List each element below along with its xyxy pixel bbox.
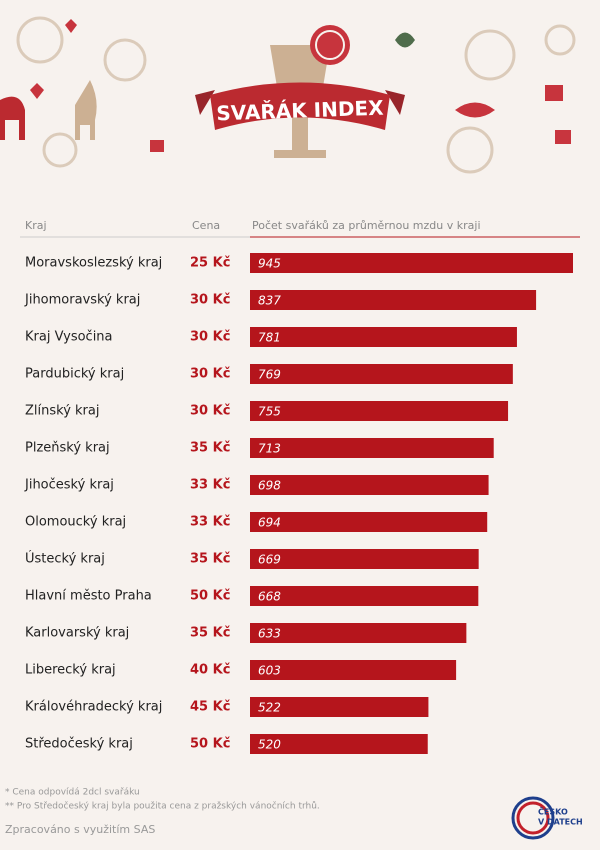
price-label: 35 Kč — [190, 552, 230, 567]
bar — [250, 623, 467, 643]
bar — [250, 512, 488, 532]
category-label: Moravskoslezský kraj — [25, 256, 162, 271]
value-label: 694 — [258, 516, 281, 530]
bar — [250, 364, 513, 384]
bar — [250, 401, 509, 421]
value-label: 945 — [258, 257, 281, 271]
logo-text: ČESKO — [538, 806, 568, 817]
bar — [250, 660, 457, 680]
footnote: * Cena odpovídá 2dcl svařáku — [5, 788, 140, 798]
price-label: 30 Kč — [190, 404, 230, 419]
value-label: 520 — [258, 738, 281, 752]
price-label: 50 Kč — [190, 737, 230, 752]
bar — [250, 549, 479, 569]
category-label: Pardubický kraj — [25, 367, 124, 382]
category-label: Hlavní město Praha — [25, 589, 152, 604]
price-label: 35 Kč — [190, 441, 230, 456]
footnote: ** Pro Středočeský kraj byla použita cen… — [5, 801, 320, 812]
category-label: Královéhradecký kraj — [25, 700, 162, 715]
value-label: 769 — [258, 368, 281, 382]
category-label: Ústecký kraj — [25, 551, 105, 567]
value-label: 522 — [258, 701, 281, 715]
logo-text: V DATECH — [538, 818, 583, 827]
bar — [250, 438, 494, 458]
credit: Zpracováno s využitím SAS — [5, 823, 155, 836]
value-label: 633 — [258, 627, 281, 641]
chart-title: SVAŘÁK INDEX — [216, 96, 385, 126]
price-label: 30 Kč — [190, 293, 230, 308]
category-label: Olomoucký kraj — [25, 515, 126, 530]
category-label: Liberecký kraj — [25, 663, 116, 678]
category-label: Středočeský kraj — [25, 737, 133, 752]
column-header: Počet svařáků za průměrnou mzdu v kraji — [252, 219, 481, 232]
decoration — [0, 16, 576, 174]
bar — [250, 586, 479, 606]
price-label: 50 Kč — [190, 589, 230, 604]
bar — [250, 697, 429, 717]
value-label: 668 — [258, 590, 281, 604]
price-label: 40 Kč — [190, 663, 230, 678]
category-label: Karlovarský kraj — [25, 626, 129, 641]
category-label: Jihomoravský kraj — [24, 293, 140, 308]
category-label: Zlínský kraj — [25, 404, 99, 419]
logo: ČESKO V DATECH — [511, 796, 583, 840]
bar — [250, 475, 489, 495]
price-label: 30 Kč — [190, 330, 230, 345]
price-label: 33 Kč — [190, 515, 230, 530]
column-header: Cena — [192, 219, 220, 232]
price-label: 33 Kč — [190, 478, 230, 493]
bar — [250, 734, 428, 754]
value-label: 603 — [258, 664, 281, 678]
value-label: 713 — [258, 442, 281, 456]
category-label: Plzeňský kraj — [25, 441, 110, 456]
value-label: 669 — [258, 553, 281, 567]
price-label: 45 Kč — [190, 700, 230, 715]
price-label: 25 Kč — [190, 256, 230, 271]
price-label: 35 Kč — [190, 626, 230, 641]
bar — [250, 290, 537, 310]
value-label: 837 — [258, 294, 281, 308]
price-label: 30 Kč — [190, 367, 230, 382]
value-label: 755 — [258, 405, 281, 419]
value-label: 781 — [258, 331, 281, 345]
bar — [250, 253, 573, 273]
category-label: Kraj Vysočina — [25, 330, 113, 345]
value-label: 698 — [258, 479, 281, 493]
bar — [250, 327, 517, 347]
column-header: Kraj — [25, 219, 47, 232]
category-label: Jihočeský kraj — [24, 478, 114, 493]
